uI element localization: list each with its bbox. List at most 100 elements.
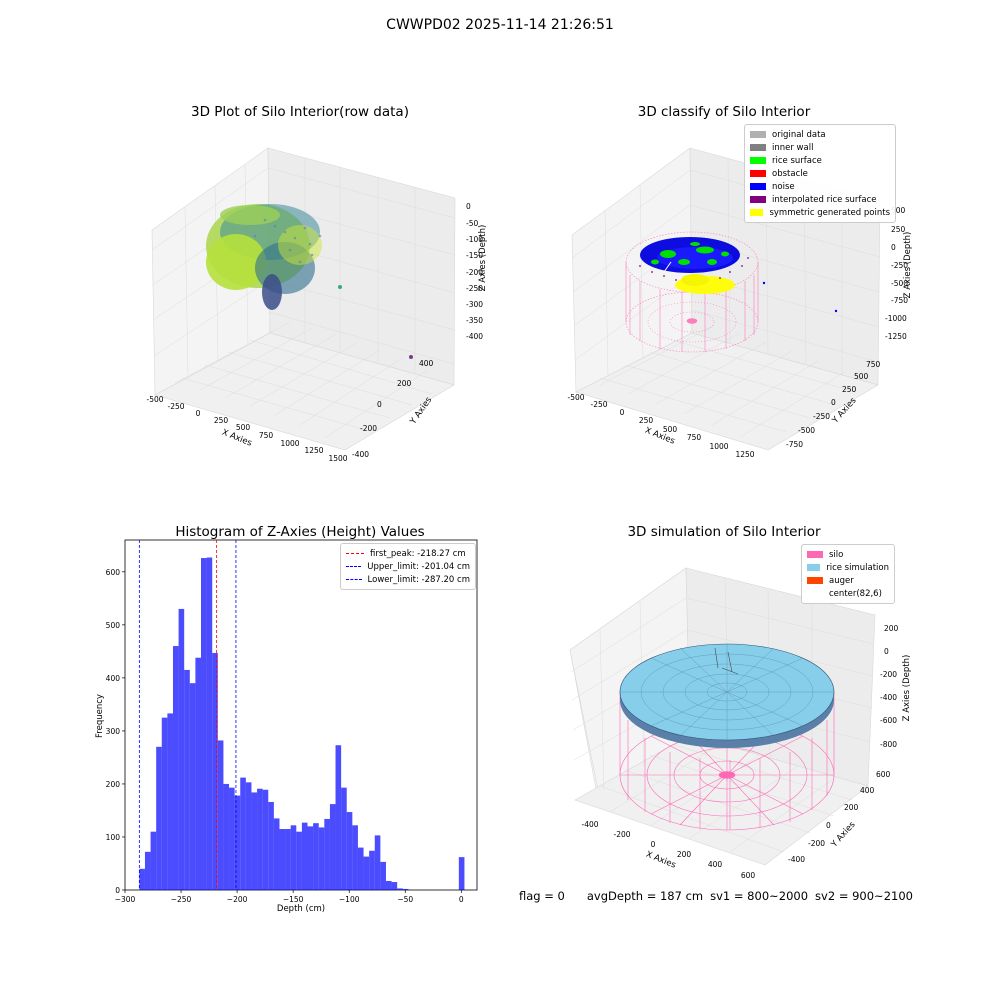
- svg-text:0: 0: [196, 409, 201, 418]
- histogram-bar: [385, 880, 392, 890]
- histogram-bar: [352, 825, 358, 890]
- histogram-bar: [223, 783, 230, 890]
- histogram-bar: [318, 827, 325, 890]
- histogram-bar: [357, 847, 364, 890]
- svg-text:-1250: -1250: [885, 332, 907, 341]
- svg-text:-250: -250: [466, 284, 483, 293]
- legend-swatch: [750, 183, 766, 190]
- histogram-bar: [369, 850, 375, 890]
- svg-text:400: 400: [419, 359, 434, 368]
- svg-text:-150: -150: [466, 251, 483, 260]
- svg-text:500: 500: [663, 425, 678, 434]
- svg-text:500: 500: [854, 372, 869, 381]
- histogram-bar: [279, 829, 286, 890]
- svg-text:-750: -750: [891, 296, 908, 305]
- histogram-bar: [380, 861, 386, 890]
- legend-item: symmetric generated points: [750, 206, 890, 219]
- legend-item: rice simulation: [807, 561, 889, 574]
- svg-text:500: 500: [891, 206, 906, 215]
- histogram-bar: [212, 652, 218, 890]
- svg-text:-100: -100: [466, 235, 483, 244]
- histogram-bar: [363, 856, 370, 890]
- sv1-text: sv1 = 800~2000: [710, 889, 809, 903]
- svg-text:1500: 1500: [328, 454, 347, 463]
- svg-text:-400: -400: [466, 332, 483, 341]
- svg-text:-300: -300: [466, 300, 483, 309]
- raw-plot-title: 3D Plot of Silo Interior(row data): [191, 104, 409, 120]
- svg-text:500: 500: [236, 423, 251, 432]
- svg-text:-250: -250: [590, 400, 607, 409]
- svg-text:0: 0: [891, 243, 896, 252]
- legend-swatch: [807, 564, 821, 571]
- classify-plot-title: 3D classify of Silo Interior: [637, 104, 811, 120]
- legend-item: Lower_limit: -287.20 cm: [346, 573, 470, 586]
- histogram-bar: [195, 657, 202, 890]
- svg-text:200: 200: [884, 624, 899, 633]
- histogram-bar: [346, 812, 353, 890]
- svg-text:0: 0: [377, 400, 382, 409]
- legend-item: silo: [807, 548, 889, 561]
- svg-text:-350: -350: [466, 316, 483, 325]
- histogram-bar: [229, 787, 235, 890]
- svg-text:1250: 1250: [304, 446, 323, 455]
- svg-text:400: 400: [708, 860, 723, 869]
- legend-item: first_peak: -218.27 cm: [346, 547, 470, 560]
- histogram-bar: [341, 787, 347, 890]
- histogram-bar: [290, 825, 297, 890]
- svg-text:1000: 1000: [709, 442, 728, 451]
- svg-text:-500: -500: [891, 279, 908, 288]
- svg-text:750: 750: [259, 431, 274, 440]
- svg-text:-250: -250: [813, 412, 830, 421]
- simulation-ylabel: Y Axies: [829, 819, 858, 850]
- histogram-bar: [217, 740, 224, 890]
- figure-title: CWWPD02 2025-11-14 21:26:51: [386, 17, 614, 33]
- y-tick-label: 0: [115, 886, 120, 895]
- histogram-yticks: 0 100 200 300 400 500 600: [106, 568, 125, 895]
- x-tick-label: −50: [397, 895, 413, 904]
- legend-swatch: [807, 551, 823, 558]
- y-tick-label: 300: [106, 727, 121, 736]
- svg-text:-50: -50: [466, 219, 478, 228]
- histogram-bar: [234, 795, 241, 890]
- classify-zlabel: Z Axies (Depth): [903, 232, 913, 299]
- svg-text:250: 250: [214, 416, 229, 425]
- legend-line: [346, 579, 362, 580]
- histogram-legend: first_peak: -218.27 cm Upper_limit: -201…: [340, 543, 476, 590]
- x-tick-label: −100: [339, 895, 360, 904]
- histogram-bar: [201, 558, 207, 890]
- histogram-bars: [139, 557, 465, 890]
- svg-text:400: 400: [860, 786, 875, 795]
- legend-item: original data: [750, 128, 890, 141]
- svg-text:0: 0: [620, 408, 625, 417]
- svg-text:-200: -200: [613, 830, 630, 839]
- svg-text:750: 750: [866, 360, 881, 369]
- y-tick-label: 200: [106, 780, 121, 789]
- flag-text: flag = 0: [519, 889, 565, 903]
- svg-text:-500: -500: [798, 426, 815, 435]
- simulation-legend: silo rice simulation auger center(82,6): [801, 544, 895, 604]
- svg-text:-400: -400: [581, 820, 598, 829]
- svg-text:0: 0: [466, 202, 471, 211]
- histogram-bar: [307, 826, 314, 890]
- svg-text:-200: -200: [880, 670, 897, 679]
- svg-text:-200: -200: [466, 268, 483, 277]
- svg-text:1250: 1250: [735, 450, 754, 459]
- legend-item: center(82,6): [807, 587, 889, 600]
- histogram-bar: [206, 557, 213, 890]
- histogram-bar: [296, 831, 302, 890]
- legend-item: auger: [807, 574, 889, 587]
- svg-text:600: 600: [741, 871, 756, 880]
- svg-text:1000: 1000: [280, 439, 299, 448]
- histogram-bar: [458, 857, 465, 890]
- svg-text:0: 0: [884, 647, 889, 656]
- histogram-bar: [144, 851, 151, 890]
- histogram-bar: [167, 713, 173, 890]
- y-tick-label: 500: [106, 621, 121, 630]
- histogram-title: Histogram of Z-Axies (Height) Values: [175, 524, 425, 540]
- histogram-bar: [397, 888, 403, 890]
- svg-text:200: 200: [844, 803, 859, 812]
- legend-swatch: [807, 590, 823, 597]
- svg-text:-400: -400: [788, 855, 805, 864]
- legend-item: Upper_limit: -201.04 cm: [346, 560, 470, 573]
- simulation-3d-axes: -400 -200 0 200 400 600 600 400 200 0 -2…: [569, 567, 912, 880]
